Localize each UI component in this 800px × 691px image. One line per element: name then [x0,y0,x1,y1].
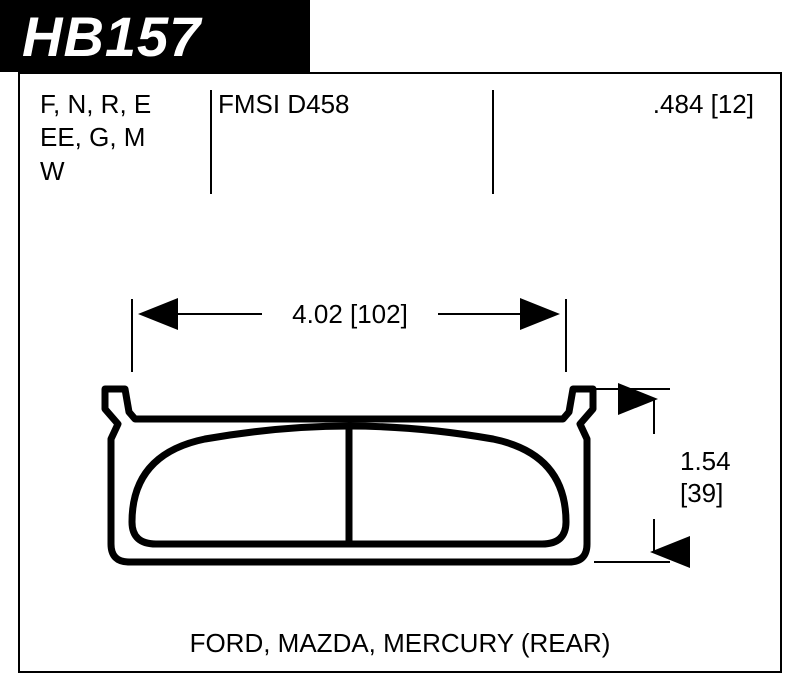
diagram-area: 4.02 [102] 1.54 [39] [20,224,780,594]
compounds-line: EE, G, M [40,121,210,154]
part-number: HB157 [22,4,201,69]
compounds-column: F, N, R, E EE, G, M W [40,88,210,194]
height-mm: [39] [680,478,723,508]
thickness-value: .484 [12] [494,88,754,121]
application-label: FORD, MAZDA, MERCURY (REAR) [20,628,780,659]
spec-sheet: HB157 F, N, R, E EE, G, M W FMSI D458 .4… [0,0,800,691]
width-dimension: 4.02 [102] [132,299,566,372]
brake-pad-diagram: 4.02 [102] 1.54 [39] [20,224,780,594]
header-bar: HB157 [0,0,310,72]
friction-material [132,426,566,544]
thickness-column: .484 [12] [494,88,760,194]
spec-row: F, N, R, E EE, G, M W FMSI D458 .484 [12… [40,88,760,194]
main-frame: F, N, R, E EE, G, M W FMSI D458 .484 [12… [18,72,782,673]
compounds-line: F, N, R, E [40,88,210,121]
height-in: 1.54 [680,446,731,476]
fmsi-code: FMSI D458 [218,88,492,121]
fmsi-column: FMSI D458 [212,88,492,194]
width-label: 4.02 [102] [292,299,408,329]
compounds-line: W [40,155,210,188]
height-dimension: 1.54 [39] [594,389,731,562]
